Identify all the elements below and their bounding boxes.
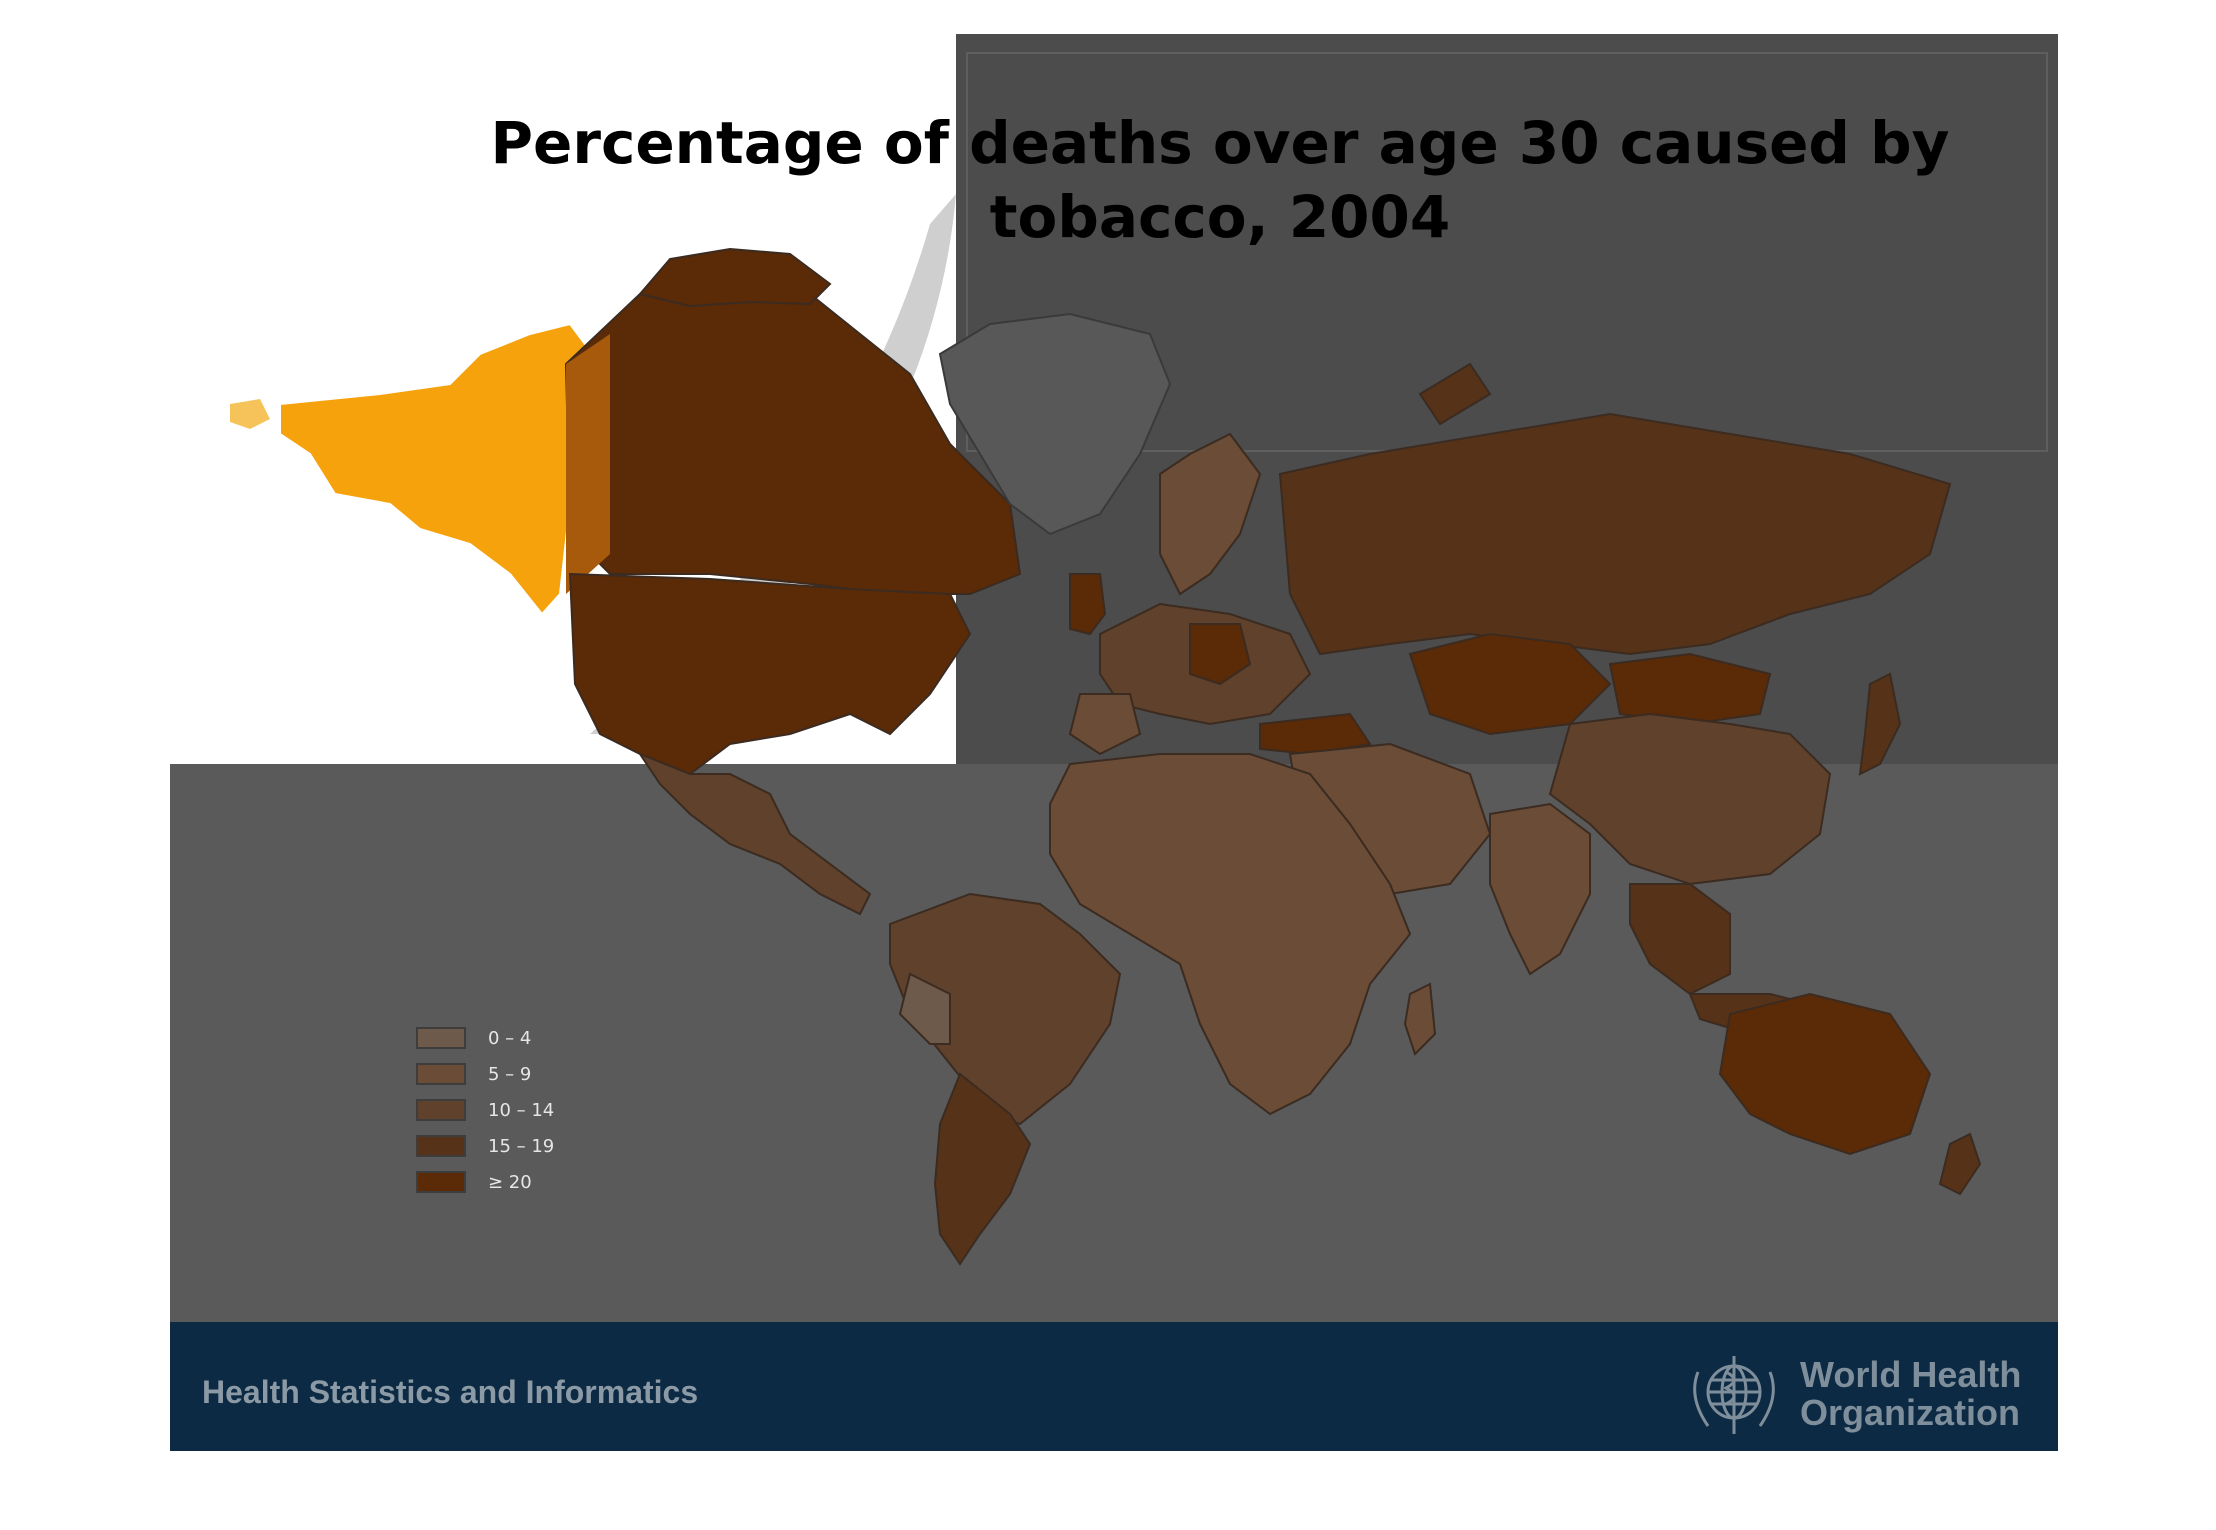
legend-item: 0 – 4 xyxy=(416,1020,554,1056)
region-canada-arctic xyxy=(638,247,832,308)
legend-item: 5 – 9 xyxy=(416,1056,554,1092)
region-greenland xyxy=(938,312,1172,536)
legend-swatch xyxy=(416,1135,466,1157)
legend-swatch xyxy=(416,1171,466,1193)
legend-label: 0 – 4 xyxy=(488,1027,532,1049)
world-map xyxy=(170,34,1982,1266)
region-southeast-asia xyxy=(1629,883,1731,996)
footer-bar: Health Statistics and Informatics World … xyxy=(170,1322,2058,1451)
legend-swatch xyxy=(416,1063,466,1085)
region-scandinavia xyxy=(1159,432,1262,596)
region-africa xyxy=(1049,753,1412,1116)
legend-label: 5 – 9 xyxy=(488,1063,532,1085)
region-russia xyxy=(1278,412,1952,656)
region-china xyxy=(1548,712,1832,886)
who-emblem-icon xyxy=(1693,1356,1775,1434)
region-usa xyxy=(568,572,972,776)
region-iberia xyxy=(1068,693,1142,756)
legend-swatch xyxy=(416,1027,466,1049)
legend-item: 15 – 19 xyxy=(416,1128,554,1164)
region-kazakhstan xyxy=(1408,632,1612,736)
region-uk xyxy=(1069,573,1107,636)
legend-label: ≥ 20 xyxy=(488,1171,532,1193)
region-mongolia xyxy=(1608,652,1772,726)
region-peru xyxy=(898,972,951,1045)
who-logo: World Health Organization xyxy=(1678,1342,2021,1446)
legend-label: 10 – 14 xyxy=(488,1099,555,1121)
legend-label: 15 – 19 xyxy=(488,1135,555,1157)
region-madagascar xyxy=(1403,982,1437,1056)
slide-background: Percentage of deaths over age 30 caused … xyxy=(170,34,2058,1451)
footer-department-text: Health Statistics and Informatics xyxy=(202,1374,699,1410)
map-legend: 0 – 4 5 – 9 10 – 14 15 – 19 ≥ 20 xyxy=(416,1020,554,1200)
region-alaska xyxy=(279,322,602,616)
region-central-europe-dark xyxy=(1189,623,1252,686)
who-name-line2: Organization xyxy=(1800,1392,2021,1433)
legend-item: ≥ 20 xyxy=(416,1164,554,1200)
region-canada-west-light xyxy=(566,334,610,594)
region-new-zealand xyxy=(1938,1132,1982,1196)
chart-title: Percentage of deaths over age 30 caused … xyxy=(490,109,1950,251)
legend-item: 10 – 14 xyxy=(416,1092,554,1128)
region-canada xyxy=(564,282,1022,595)
region-novaya-zemlya xyxy=(1418,362,1492,426)
region-india xyxy=(1489,802,1591,976)
who-name: World Health Organization xyxy=(1800,1356,2021,1432)
legend-swatch xyxy=(416,1099,466,1121)
region-japan xyxy=(1858,672,1902,776)
region-south-america-south xyxy=(933,1072,1032,1266)
region-mexico xyxy=(637,751,872,916)
who-name-line1: World Health xyxy=(1800,1354,2022,1395)
region-australia xyxy=(1718,992,1932,1156)
region-alaska-islands xyxy=(230,399,270,429)
